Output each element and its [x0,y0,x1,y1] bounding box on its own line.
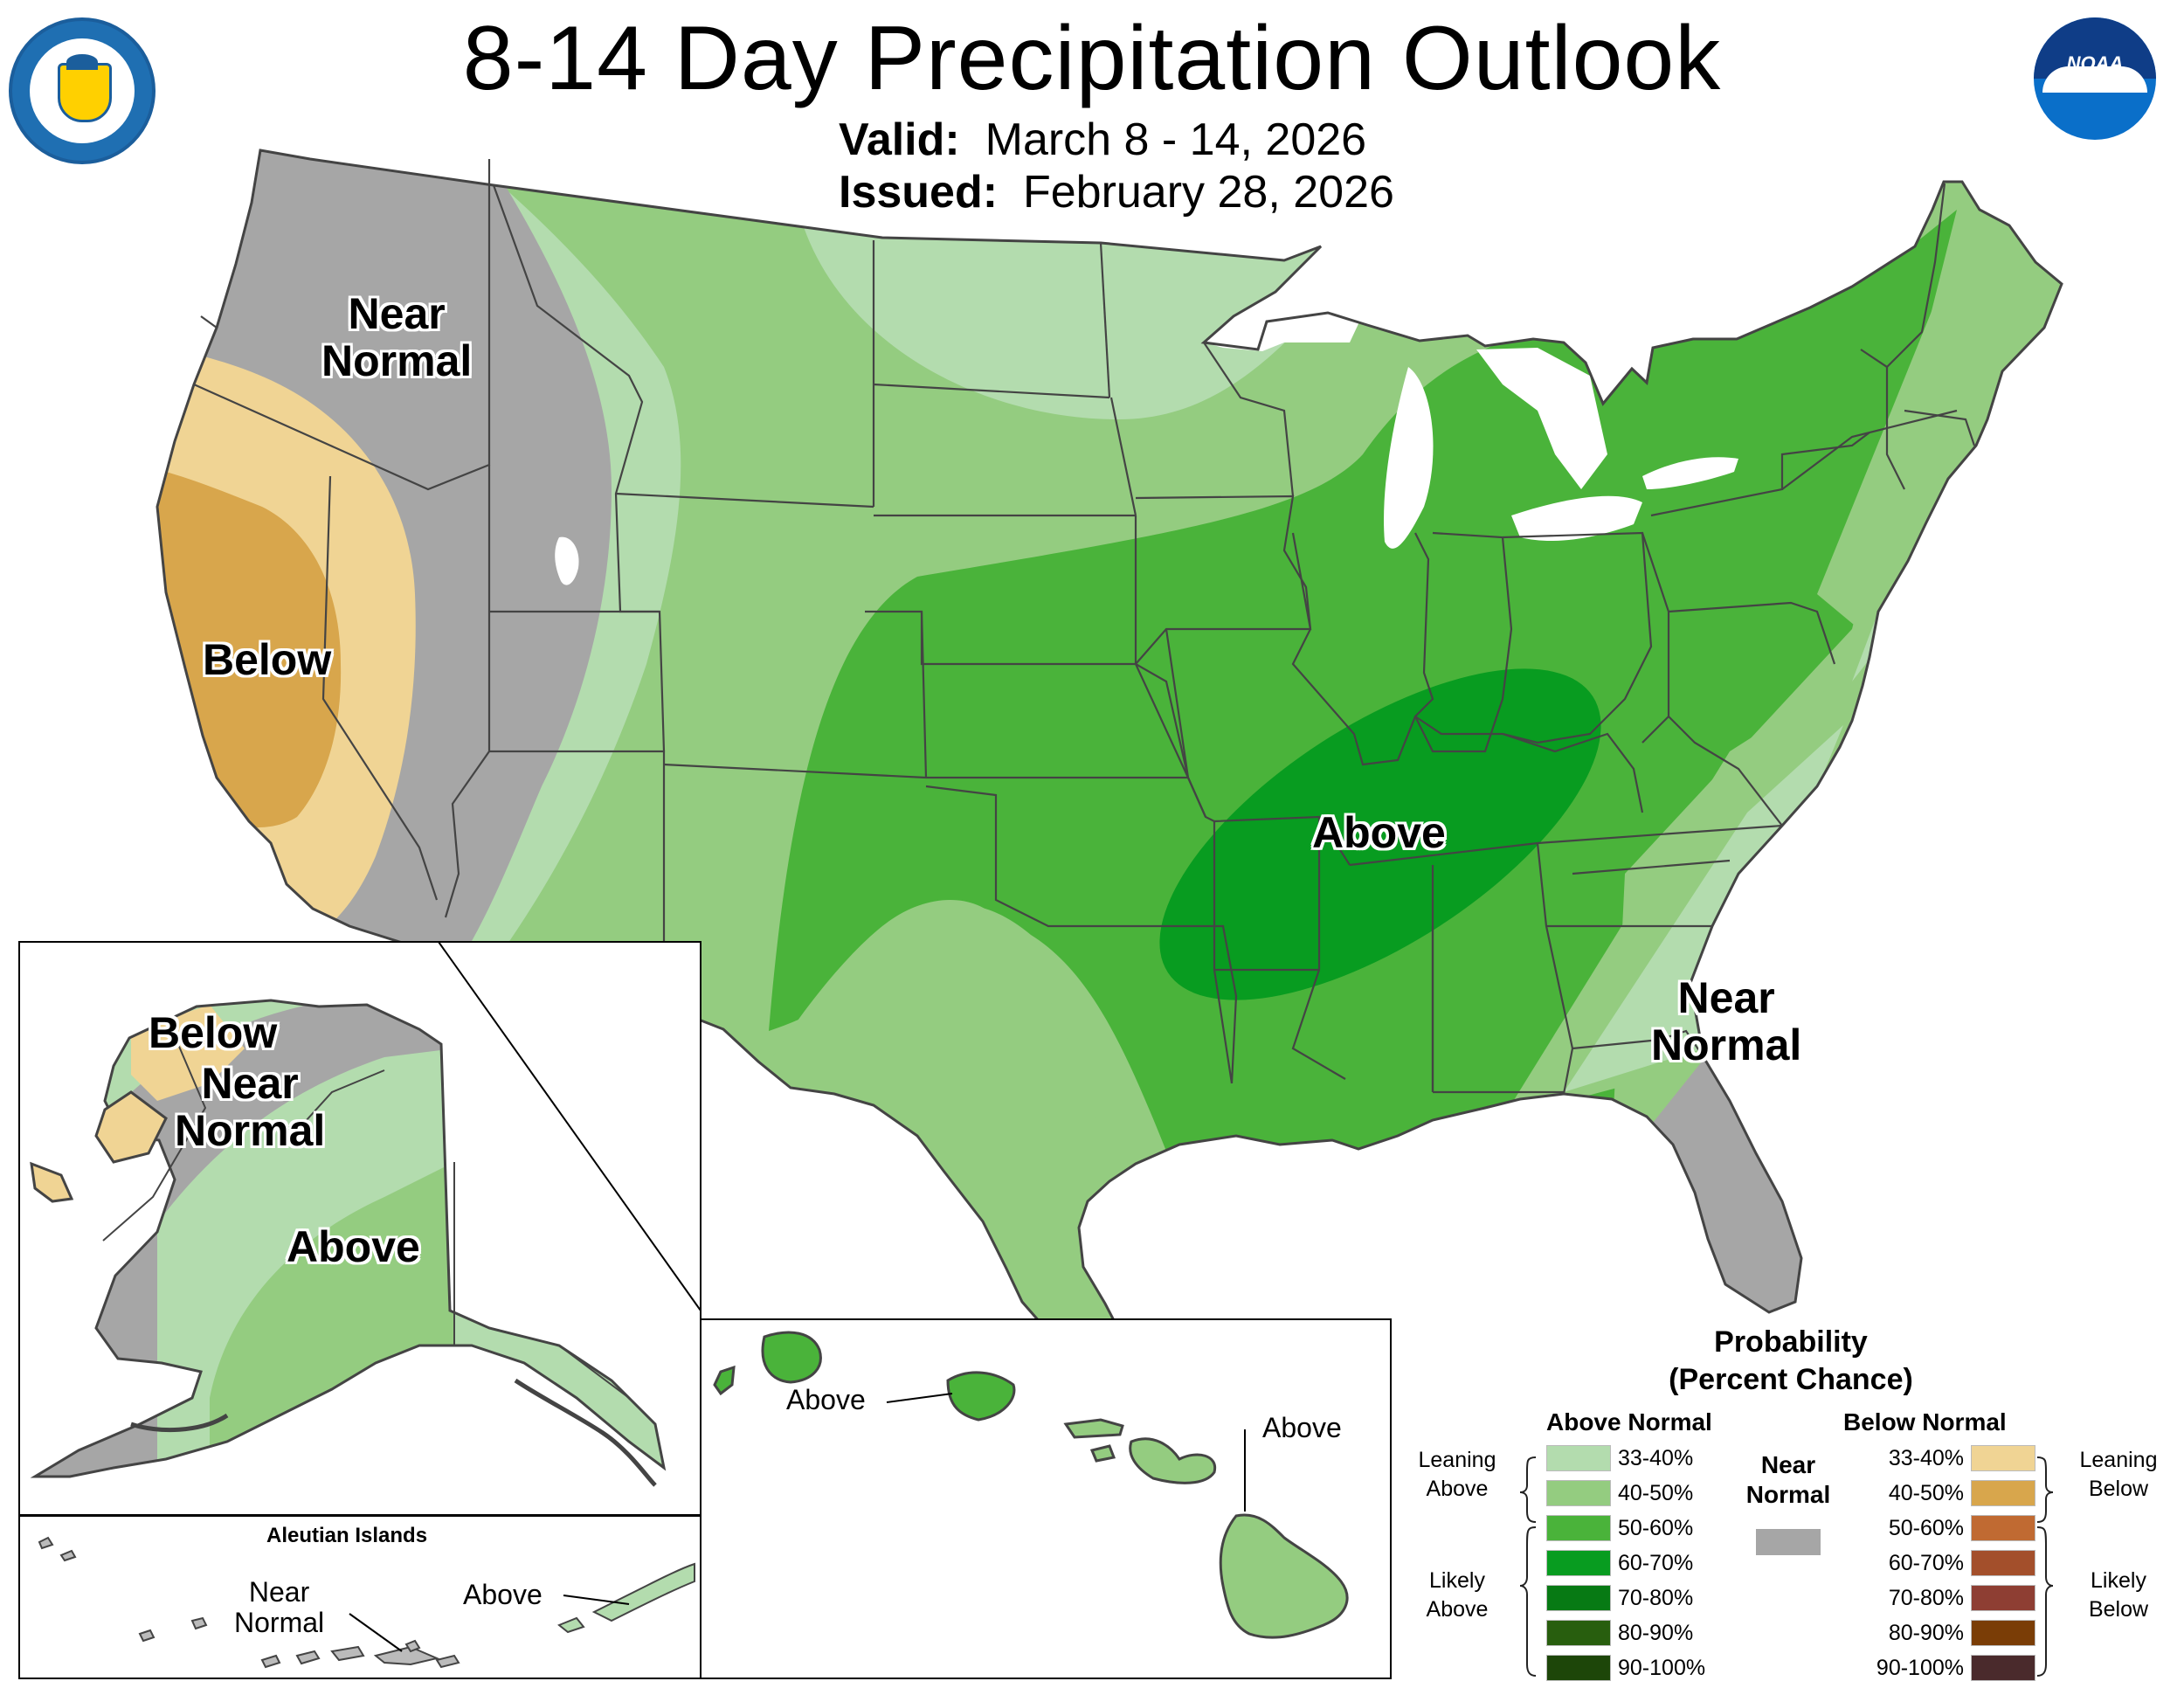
below-swatch [1971,1480,2035,1506]
legend-near-normal: Near Normal [1745,1451,1831,1508]
hawaii-above-west-label: Above [786,1384,866,1415]
aleutian-above-label: Above [463,1579,543,1610]
valid-row: Valid: March 8 - 14, 2026 [839,114,1366,166]
conus-below-label: Below [203,635,332,684]
below-range-label: 70-80% [1888,1586,1964,1610]
valid-label: Valid: [839,114,960,165]
legend-below-header: Below Normal [1843,1408,2007,1435]
hawaii-inset [700,1318,1392,1679]
above-swatch [1546,1480,1611,1506]
above-range-label: 90-100% [1618,1656,1706,1680]
conus-above-label: Above [1312,808,1446,857]
legend-likely-below: Likely Below [2088,1568,2149,1622]
aleutian-near-normal-label: Near Normal [234,1576,325,1638]
legend-likely-above: Likely Above [1426,1568,1489,1622]
aleutian-title: Aleutian Islands [266,1524,428,1547]
alaska-below-label: Below [149,1008,278,1057]
state-borders [156,149,2063,1358]
alaska-above-label: Above [287,1222,420,1271]
above-range-label: 50-60% [1618,1516,1694,1540]
inset-connector [438,941,702,1311]
legend-title: Probability (Percent Chance) [1669,1325,1913,1396]
department-of-commerce-seal-icon [9,17,156,164]
above-swatch [1546,1445,1611,1471]
legend-graphics [1519,1456,2054,1677]
hawaii-above-east-label: Above [1262,1412,1342,1443]
below-swatch [1971,1445,2035,1471]
below-range-label: 90-100% [1876,1656,1964,1680]
conus-near-normal-nw-label: Near Normal [321,289,473,385]
issued-label: Issued: [839,167,999,218]
noaa-text: NOAA [2066,52,2124,74]
near-normal-swatch [1756,1529,1821,1555]
alaska-near-normal-label: Near Normal [175,1059,326,1155]
above-range-label: 80-90% [1618,1621,1694,1645]
below-swatch [1971,1515,2035,1541]
below-range-label: 50-60% [1888,1516,1964,1540]
above-swatch [1546,1585,1611,1611]
below-swatch [1971,1620,2035,1646]
below-swatch [1971,1550,2035,1576]
below-swatch [1971,1585,2035,1611]
below-range-label: 40-50% [1888,1481,1964,1505]
above-swatch [1546,1550,1611,1576]
above-range-label: 40-50% [1618,1481,1694,1505]
below-range-label: 60-70% [1888,1551,1964,1575]
legend-above-header: Above Normal [1546,1408,1712,1435]
above-swatch [1546,1620,1611,1646]
issued-value: February 28, 2026 [1022,167,1394,218]
below-swatch [1971,1655,2035,1681]
aleutian-inset [18,1515,702,1679]
issued-row: Issued: February 28, 2026 [839,166,1394,218]
below-range-label: 33-40% [1888,1446,1964,1470]
legend-leaning-above: Leaning Above [1418,1448,1496,1501]
valid-value: March 8 - 14, 2026 [985,114,1367,165]
above-swatch [1546,1515,1611,1541]
above-swatch [1546,1655,1611,1681]
page-title: 8-14 Day Precipitation Outlook [462,8,1722,109]
above-range-label: 33-40% [1618,1446,1694,1470]
below-range-label: 80-90% [1888,1621,1964,1645]
conus-near-normal-se-label: Near Normal [1651,973,1802,1069]
legend-leaning-below: Leaning Below [2079,1448,2158,1501]
above-range-label: 70-80% [1618,1586,1694,1610]
alaska-inset [18,941,702,1517]
above-range-label: 60-70% [1618,1551,1694,1575]
